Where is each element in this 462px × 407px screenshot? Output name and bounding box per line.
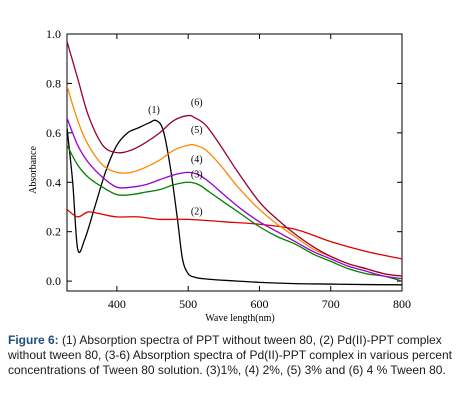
x-tick-label: 600 [250, 297, 268, 311]
y-axis-title: Absorbance [28, 146, 39, 194]
y-tick-label: 0.8 [46, 76, 61, 90]
series-line-3 [67, 144, 402, 282]
x-tick-label: 500 [179, 297, 197, 311]
series-line-4 [67, 117, 402, 280]
curve-label-4: (4) [191, 155, 203, 166]
y-tick-label: 0.4 [46, 175, 61, 189]
series-group [67, 41, 402, 286]
x-tick-label: 800 [393, 297, 411, 311]
y-tick-label: 1.0 [46, 27, 61, 41]
series-line-6 [67, 41, 402, 277]
y-tick-label: 0.6 [46, 126, 61, 140]
plot-frame [66, 33, 403, 292]
curve-label-1: (1) [148, 105, 160, 116]
figure-label: Figure 6: [8, 333, 59, 347]
curve-label-5: (5) [191, 125, 203, 136]
curve-label-2: (2) [191, 206, 203, 217]
x-tick-label: 400 [108, 297, 126, 311]
absorption-chart: 0.0 0.2 0.4 0.6 0.8 1.0 400 500 600 700 800 (1) (6) (… [28, 27, 411, 324]
series-line-2 [67, 208, 402, 260]
y-tick-label: 0.2 [46, 225, 61, 239]
y-tick-label: 0.0 [46, 274, 61, 288]
series-line-1 [67, 119, 402, 286]
x-axis-title: Wave length(nm) [205, 313, 274, 324]
x-tick-label: 700 [322, 297, 340, 311]
figure-caption: Figure 6: (1) Absorption spectra of PPT … [8, 333, 458, 378]
plot-area: 0.0 0.2 0.4 0.6 0.8 1.0 400 500 600 700 800 (1) (6) (… [46, 27, 411, 311]
curve-label-3: (3) [191, 169, 203, 180]
curve-label-6: (6) [191, 98, 203, 109]
caption-text: (1) Absorption spectra of PPT without tw… [8, 333, 452, 377]
